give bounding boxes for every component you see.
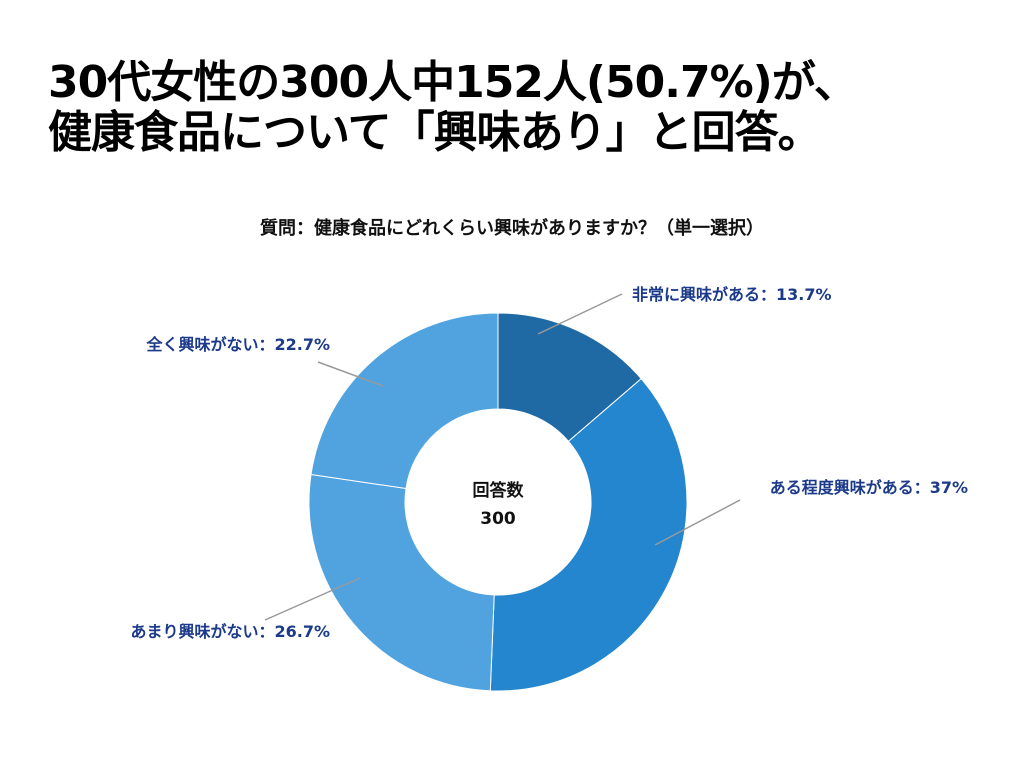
center-label: 回答数 bbox=[473, 480, 525, 501]
slice-label-4: 全く興味がない：22.7% bbox=[145, 335, 330, 354]
leader-line-4 bbox=[317, 361, 384, 387]
headline-line-2: 健康食品について「興味あり」と回答。 bbox=[48, 107, 822, 158]
headline-line-1: 30代女性の300人中152人(50.7%)が、 bbox=[48, 57, 858, 108]
leader-line-3 bbox=[264, 577, 361, 621]
donut-slices bbox=[308, 312, 688, 692]
donut-slice-3 bbox=[308, 473, 495, 692]
leader-line-2 bbox=[654, 499, 741, 546]
center-value: 300 bbox=[480, 509, 516, 529]
leader-line-1 bbox=[537, 293, 623, 335]
slice-labels: 非常に興味がある：13.7% ある程度興味がある：37% あまり興味がない：26.7… bbox=[130, 285, 968, 641]
headline: 30代女性の300人中152人(50.7%)が、 健康食品について「興味あり」と… bbox=[48, 58, 1008, 158]
slice-label-1: 非常に興味がある：13.7% bbox=[632, 285, 832, 304]
donut-slice-2 bbox=[489, 377, 688, 692]
slice-label-2: ある程度興味がある：37% bbox=[770, 478, 968, 497]
leader-lines bbox=[264, 293, 741, 621]
donut-slice-4 bbox=[310, 312, 499, 490]
chart-title: 質問：健康食品にどれくらい興味がありますか？（単一選択） bbox=[260, 218, 764, 239]
slice-label-3: あまり興味がない：26.7% bbox=[130, 622, 330, 641]
